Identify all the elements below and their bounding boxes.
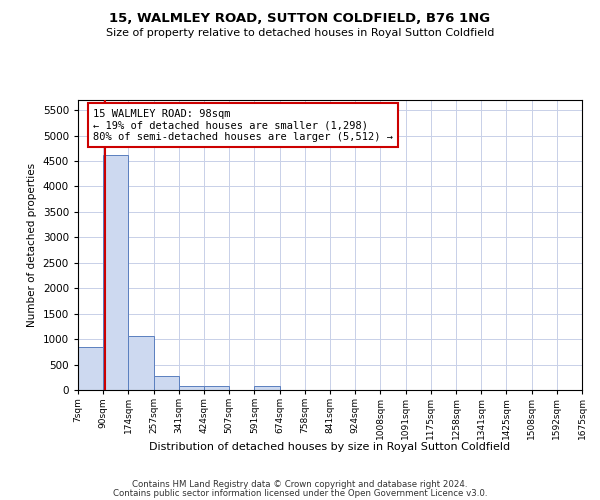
Text: 15 WALMLEY ROAD: 98sqm
← 19% of detached houses are smaller (1,298)
80% of semi-: 15 WALMLEY ROAD: 98sqm ← 19% of detached… [93,108,393,142]
Text: Contains HM Land Registry data © Crown copyright and database right 2024.: Contains HM Land Registry data © Crown c… [132,480,468,489]
Bar [204,386,229,390]
Bar [254,386,280,390]
Text: Contains public sector information licensed under the Open Government Licence v3: Contains public sector information licen… [113,489,487,498]
Text: Distribution of detached houses by size in Royal Sutton Coldfield: Distribution of detached houses by size … [149,442,511,452]
Text: 15, WALMLEY ROAD, SUTTON COLDFIELD, B76 1NG: 15, WALMLEY ROAD, SUTTON COLDFIELD, B76 … [109,12,491,26]
Bar [103,155,128,390]
Bar [179,386,204,390]
Text: Size of property relative to detached houses in Royal Sutton Coldfield: Size of property relative to detached ho… [106,28,494,38]
Bar [128,336,154,390]
Bar [154,376,179,390]
Y-axis label: Number of detached properties: Number of detached properties [27,163,37,327]
Bar [78,347,103,390]
